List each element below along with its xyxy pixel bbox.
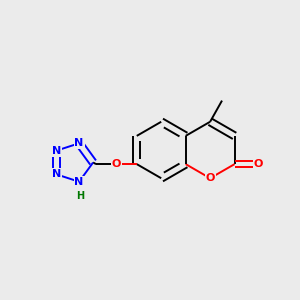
- Text: N: N: [74, 138, 84, 148]
- Text: O: O: [254, 159, 263, 169]
- Text: N: N: [74, 177, 84, 187]
- Text: O: O: [206, 173, 215, 183]
- Text: N: N: [52, 146, 61, 156]
- Text: O: O: [112, 159, 121, 169]
- Text: N: N: [52, 169, 61, 179]
- Text: H: H: [76, 191, 84, 201]
